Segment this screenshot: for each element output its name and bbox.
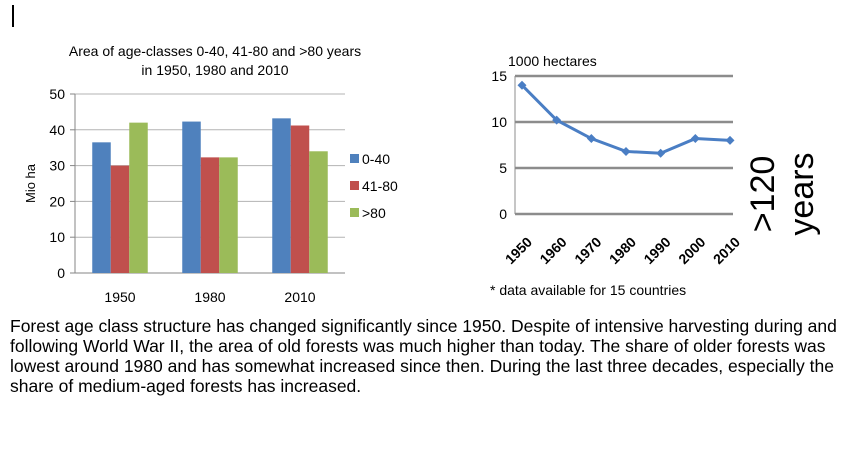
bar [129,122,148,273]
line-chart-unit-label: 1000 hectares [508,53,597,69]
line-point [552,115,562,125]
legend-item-over-80: >80 [350,199,398,226]
line-point [690,134,700,144]
bar-x-tick-label: 1950 [104,289,135,305]
line-chart-footnote: * data available for 15 countries [490,282,687,298]
line-x-tick-label: 2010 [710,234,743,267]
line-point [725,135,735,145]
bar-chart-title-line-2: in 1950, 1980 and 2010 [141,62,289,78]
bar [182,121,201,273]
bar-chart-legend: 0-40 41-80 >80 [350,145,398,226]
line-x-tick-label: 2000 [675,234,708,267]
bar [92,142,111,273]
bar [290,125,310,273]
bar-x-tick-label: 2010 [284,289,315,305]
bar-y-tick-label: 0 [57,265,65,281]
legend-label-over-80: >80 [362,204,386,221]
line-point [586,134,596,144]
description-paragraph: Forest age class structure has changed s… [10,316,837,396]
legend-label-41-80: 41-80 [362,177,398,194]
line-x-tick-label: 1950 [502,234,535,267]
bar-y-axis-label: Mio ha [23,163,38,203]
line-y-tick-label: 15 [491,68,507,84]
text-cursor [12,5,14,27]
legend-swatch-41-80 [350,181,359,190]
legend-item-0-40: 0-40 [350,145,398,172]
bar [219,157,238,273]
line-y-tick-label: 0 [499,206,507,222]
bar [110,165,130,273]
legend-swatch-over-80 [350,208,359,217]
bar-y-tick-label: 10 [49,229,65,245]
line-y-tick-label: 5 [499,160,507,176]
bar-chart-title: Area of age-classes 0-40, 41-80 and >80 … [40,42,390,80]
bar-y-tick-label: 20 [49,193,65,209]
bar-y-tick-label: 30 [49,158,65,174]
line-chart-side-label: >120 years [744,152,821,236]
line-x-tick-label: 1980 [606,234,639,267]
line-point [656,148,666,158]
line-y-tick-label: 10 [491,114,507,130]
line-x-tick-label: 1970 [571,234,604,267]
legend-item-41-80: 41-80 [350,172,398,199]
bar-x-tick-label: 1980 [194,289,225,305]
bar-chart-title-line-1: Area of age-classes 0-40, 41-80 and >80 … [68,43,362,59]
line-point [621,146,631,156]
bar-y-tick-label: 50 [49,86,65,102]
legend-label-0-40: 0-40 [362,150,391,167]
line-point [517,80,527,90]
bar-y-tick-label: 40 [49,122,65,138]
line-x-tick-label: 1990 [640,234,673,267]
bar [309,151,328,273]
bar [200,157,220,273]
legend-swatch-0-40 [350,154,359,163]
bar [272,118,291,274]
line-x-tick-label: 1960 [536,234,569,267]
